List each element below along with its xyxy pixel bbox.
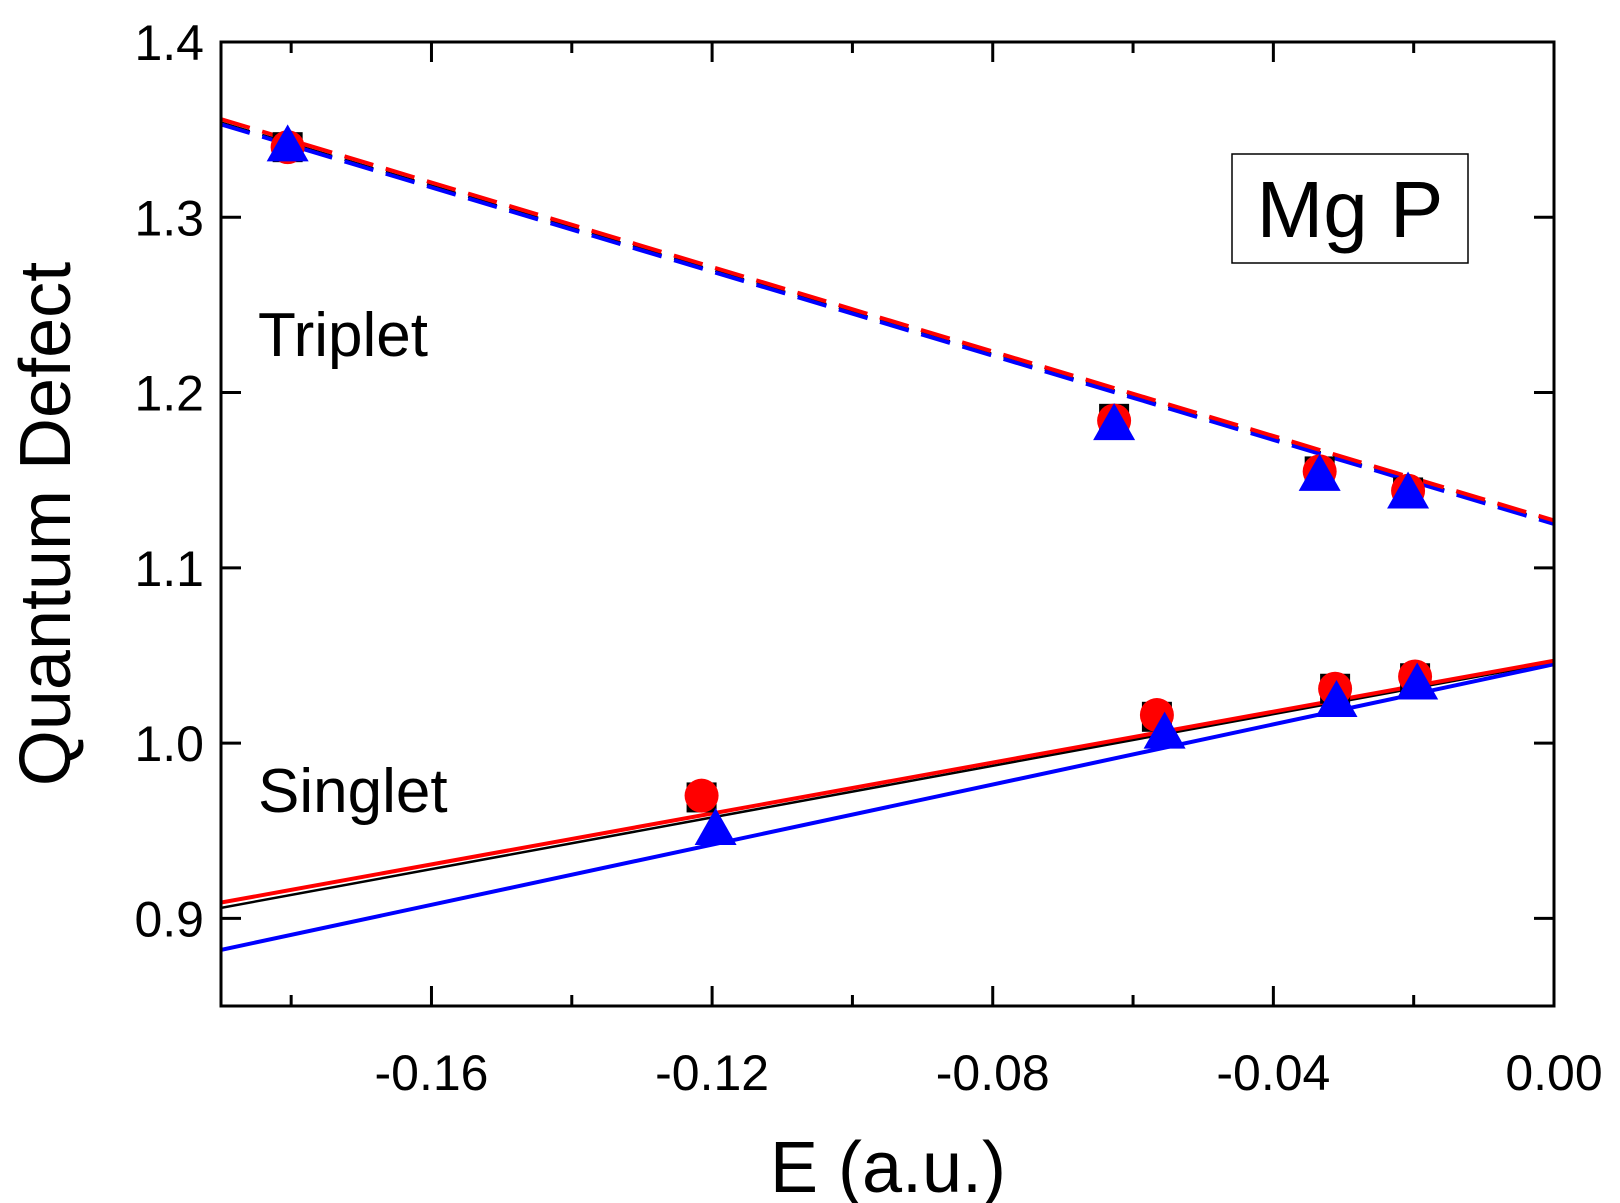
y-tick-label-3: 1.2 [134,366,204,422]
x-tick-label-2: -0.08 [936,1045,1050,1101]
marker-triplet-triangle-1 [1093,403,1136,441]
marker-singlet-circle-0 [684,778,719,813]
marker-singlet-triangle-1 [1143,711,1186,749]
marker-triplet-triangle-2 [1298,453,1341,491]
marker-singlet-triangle-2 [1315,680,1358,718]
marker-singlet-triangle-0 [694,807,737,845]
singlet-label: Singlet [258,757,448,826]
legend-box: Mg P [1231,153,1469,264]
x-tick-label-3: -0.04 [1216,1045,1330,1101]
x-tick-label-1: -0.12 [655,1045,769,1101]
x-tick-label-0: -0.16 [374,1045,488,1101]
y-axis-title: Quantum Defect [6,262,86,786]
y-tick-label-0: 0.9 [134,891,204,947]
y-tick-label-2: 1.1 [134,541,204,597]
legend-label: Mg P [1257,165,1444,254]
legend-frame [1231,153,1469,264]
fit-line-1 [221,122,1554,526]
x-axis-title: E (a.u.) [770,1128,1006,1203]
marker-triplet-triangle-0 [266,124,309,162]
plot-frame [219,40,1556,1008]
marker-triplet-triangle-3 [1387,471,1430,509]
x-tick-label-4: 0.00 [1505,1045,1602,1101]
data-markers [266,124,1439,845]
y-tick-label-4: 1.3 [134,190,204,246]
fit-line-2 [221,117,1554,523]
marker-singlet-triangle-3 [1396,662,1439,700]
y-tick-label-5: 1.4 [134,15,204,71]
axis-ticks: -0.16 -0.12 -0.08 -0.04 0.00 0.9 1.0 1.1 1.2 1.3 1… [134,15,1602,1101]
triplet-label: Triplet [258,301,428,370]
y-tick-label-1: 1.0 [134,716,204,772]
